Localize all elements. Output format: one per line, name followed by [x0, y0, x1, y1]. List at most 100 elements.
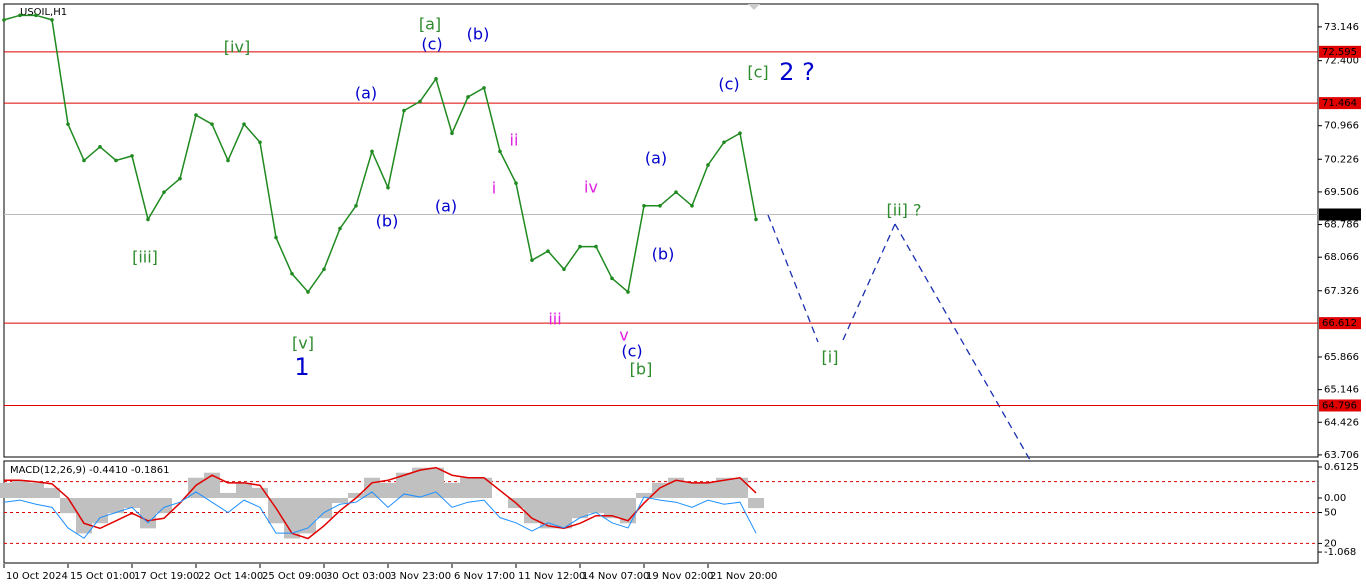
y-tick-label: 68.066	[1324, 252, 1359, 263]
histogram-bar	[444, 482, 460, 498]
price-point	[338, 226, 342, 231]
wave-label: iii	[548, 310, 561, 329]
price-point	[130, 154, 134, 158]
histogram-bar	[556, 497, 572, 529]
y-tick-label: 73.146	[1324, 22, 1359, 33]
price-point	[658, 203, 662, 208]
price-point	[98, 145, 102, 149]
histogram-bar	[156, 497, 172, 514]
symbol-title: USOIL,H1	[20, 7, 67, 18]
wave-label: (c)	[421, 35, 442, 54]
price-point	[290, 272, 294, 276]
indicator-line	[3, 491, 757, 539]
price-point	[66, 122, 70, 126]
histogram-bar	[204, 472, 220, 498]
price-point	[482, 86, 486, 90]
wave-label: (b)	[467, 25, 490, 44]
price-point	[594, 244, 598, 249]
histogram-bar	[220, 492, 236, 498]
wave-label: iv	[584, 178, 598, 197]
level-box	[1319, 97, 1361, 110]
level-label: 64.796	[1322, 400, 1357, 411]
macd-title: MACD(12,26,9) -0.4410 -0.1861	[10, 465, 170, 476]
histogram-bar	[684, 482, 700, 498]
y-tick-label: 68.786	[1324, 220, 1359, 231]
price-point	[18, 13, 22, 18]
current-price-label: 69.008	[1322, 209, 1357, 220]
wave-label: (a)	[435, 197, 457, 216]
wave-label: ii	[510, 131, 519, 150]
y-tick-label: 0.00	[1324, 493, 1346, 504]
price-point	[674, 190, 678, 194]
x-tick-label: 19 Nov 02:00	[646, 571, 713, 582]
price-point	[114, 158, 118, 163]
wave-label: (a)	[355, 84, 377, 103]
x-tick-label: 21 Nov 20:00	[710, 571, 777, 582]
price-point	[242, 122, 246, 126]
histogram-bar	[476, 477, 492, 498]
price-point	[194, 113, 198, 117]
x-tick-label: 11 Nov 12:00	[518, 571, 585, 582]
histogram-bar	[108, 497, 124, 514]
histogram-bar	[236, 482, 252, 498]
price-point	[370, 149, 374, 154]
price-point	[146, 217, 150, 222]
y-tick-label: 70.226	[1324, 154, 1359, 165]
wave-label: [ii] ?	[887, 201, 922, 220]
main-panel	[3, 3, 1319, 458]
level-label: 66.612	[1322, 318, 1357, 329]
histogram-bar	[540, 497, 556, 529]
histogram-bar	[732, 477, 748, 498]
wave-label: (b)	[652, 245, 675, 264]
level-label: 71.464	[1322, 98, 1357, 109]
price-point	[82, 158, 86, 163]
price-point	[754, 217, 758, 222]
wave-label: (c)	[621, 342, 642, 361]
price-point	[642, 203, 646, 208]
histogram-bar	[524, 497, 540, 524]
price-point	[354, 203, 358, 208]
histogram-bar	[716, 477, 732, 498]
histogram-bar	[12, 480, 28, 498]
price-point	[274, 235, 278, 240]
y-tick-label: 63.706	[1324, 450, 1359, 461]
price-point	[466, 95, 470, 99]
price-point	[50, 18, 54, 22]
wave-label: [a]	[419, 15, 441, 34]
price-point	[706, 163, 710, 167]
level-box	[1319, 45, 1361, 58]
price-point	[738, 131, 742, 136]
wave-label: [b]	[630, 360, 653, 379]
histogram-bar	[252, 487, 268, 498]
histogram-bar	[140, 497, 156, 529]
histogram-bar	[412, 467, 428, 498]
price-point	[34, 13, 38, 18]
x-tick-label: 10 Oct 2024	[6, 571, 68, 582]
price-point	[386, 185, 390, 190]
histogram-bar	[332, 497, 348, 504]
price-point	[610, 276, 614, 281]
price-point	[530, 258, 534, 263]
wave-label: (c)	[718, 75, 739, 94]
x-tick-label: 22 Oct 14:00	[198, 571, 263, 582]
wave-label: [iv]	[224, 38, 250, 57]
price-point	[322, 267, 326, 272]
x-tick-label: 3 Nov 23:00	[390, 571, 451, 582]
histogram-bar	[380, 482, 396, 498]
level-label: 72.595	[1322, 47, 1357, 58]
price-point	[450, 131, 454, 136]
wave-label: [i]	[822, 348, 839, 367]
price-point	[514, 181, 518, 185]
shift-marker	[748, 4, 760, 10]
y-tick-label: 72.400	[1324, 56, 1359, 67]
histogram-bar	[604, 497, 620, 519]
histogram-bar	[636, 492, 652, 498]
price-point	[546, 249, 550, 253]
x-tick-label: 25 Oct 09:00	[262, 571, 327, 582]
projection	[767, 214, 1031, 461]
histogram-bar	[0, 482, 12, 498]
wave-label: 2 ?	[779, 58, 815, 86]
x-tick-label: 17 Oct 19:00	[134, 571, 199, 582]
